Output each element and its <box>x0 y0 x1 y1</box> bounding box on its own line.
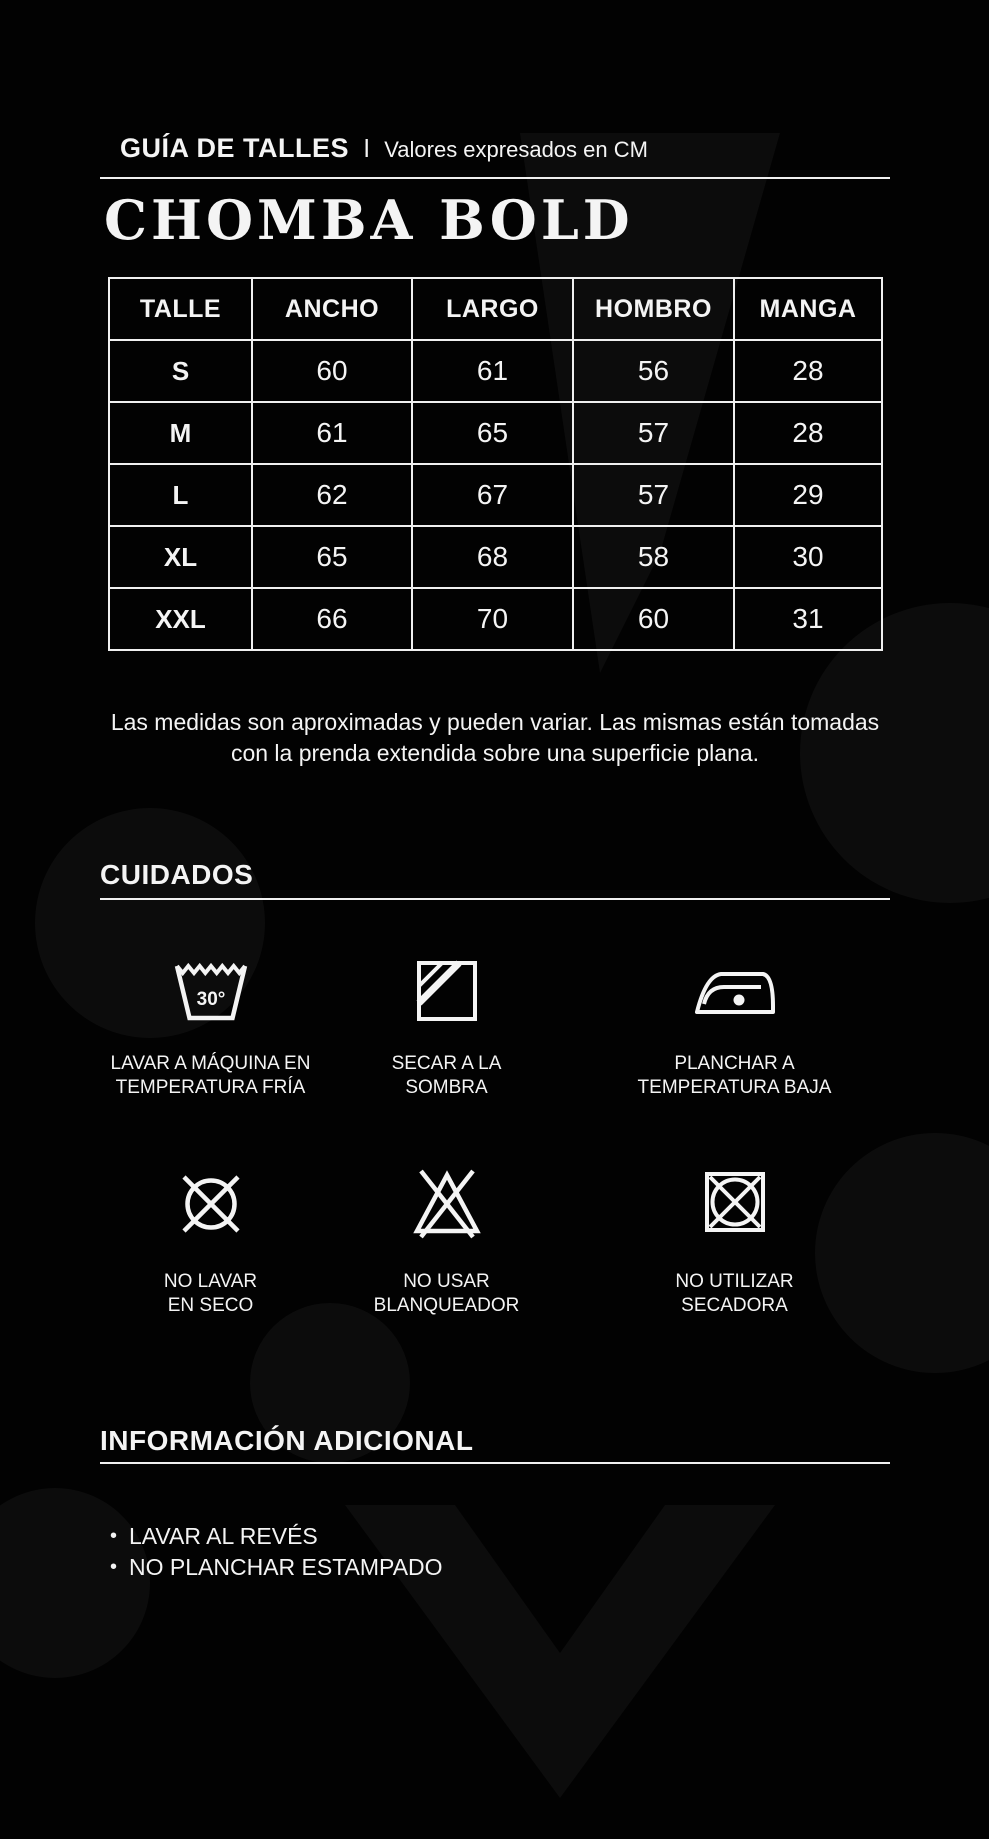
size-value: 61 <box>251 401 413 465</box>
guide-header: GUÍA DE TALLES I Valores expresados en C… <box>100 133 890 164</box>
size-value: 31 <box>733 587 883 651</box>
care-icons-row-1: 30° LAVAR A MÁQUINA EN TEMPERATURA FRÍA … <box>95 960 890 1100</box>
size-value: 70 <box>411 587 574 651</box>
care-item-label: NO USAR BLANQUEADOR <box>373 1271 520 1316</box>
iron-low-temp-iconbox <box>693 960 777 1022</box>
list-item: NO PLANCHAR ESTAMPADO <box>110 1552 890 1583</box>
units-note: Valores expresados en CM <box>384 137 648 162</box>
measurement-note: Las medidas son aproximadas y pueden var… <box>110 709 880 766</box>
size-value: 65 <box>411 401 574 465</box>
care-item-no-bleach: NO USAR BLANQUEADOR <box>331 1164 562 1318</box>
no-tumble-dry-icon <box>704 1172 765 1232</box>
no-dry-clean-iconbox <box>173 1164 249 1240</box>
size-value: 60 <box>572 587 735 651</box>
size-value: 56 <box>572 339 735 403</box>
care-item-dry-shade: SECAR A LA SOMBRA <box>331 960 562 1100</box>
care-item-wash-cold: 30° LAVAR A MÁQUINA EN TEMPERATURA FRÍA <box>95 960 326 1100</box>
care-divider <box>100 898 890 900</box>
column-header-talle: TALLE <box>108 277 253 341</box>
additional-info-divider <box>100 1462 890 1464</box>
no-tumble-dry-iconbox <box>701 1164 769 1240</box>
table-row: M 61 65 57 28 <box>108 401 883 465</box>
size-value: 66 <box>251 587 413 651</box>
wash-30-iconbox: 30° <box>173 960 249 1022</box>
size-value: 67 <box>411 463 574 527</box>
size-value: 60 <box>251 339 413 403</box>
size-label: S <box>108 339 253 403</box>
care-heading: CUIDADOS <box>100 859 254 890</box>
size-value: 61 <box>411 339 574 403</box>
size-label: XL <box>108 525 253 589</box>
size-value: 57 <box>572 401 735 465</box>
no-bleach-iconbox <box>407 1164 487 1240</box>
column-header-manga: MANGA <box>733 277 883 341</box>
no-bleach-icon <box>412 1169 481 1239</box>
care-item-no-tumble-dry: NO UTILIZAR SECADORA <box>619 1164 850 1318</box>
wash-30-icon: 30° <box>174 962 247 1021</box>
product-title: CHOMBA BOLD <box>104 188 634 252</box>
size-label: M <box>108 401 253 465</box>
additional-info-list: LAVAR AL REVÉS NO PLANCHAR ESTAMPADO <box>100 1521 890 1583</box>
table-row: XXL 66 70 60 31 <box>108 587 883 651</box>
size-value: 30 <box>733 525 883 589</box>
size-guide-page: { "colors": { "background": "#020202", "… <box>0 133 989 1839</box>
additional-info-heading: INFORMACIÓN ADICIONAL <box>100 1425 474 1456</box>
column-header-ancho: ANCHO <box>251 277 413 341</box>
care-item-no-dry-clean: NO LAVAR EN SECO <box>95 1164 326 1318</box>
title-separator: I <box>364 133 369 163</box>
column-header-largo: LARGO <box>411 277 574 341</box>
dry-in-shade-iconbox <box>415 960 479 1022</box>
care-item-label: PLANCHAR A TEMPERATURA BAJA <box>637 1053 832 1098</box>
care-item-label: LAVAR A MÁQUINA EN TEMPERATURA FRÍA <box>110 1053 311 1098</box>
column-header-hombro: HOMBRO <box>572 277 735 341</box>
dry-in-shade-icon <box>416 960 477 1021</box>
header-divider <box>100 177 890 179</box>
size-value: 57 <box>572 463 735 527</box>
size-value: 68 <box>411 525 574 589</box>
care-item-label: NO UTILIZAR SECADORA <box>675 1271 794 1316</box>
guide-title: GUÍA DE TALLES <box>120 133 349 163</box>
size-value: 29 <box>733 463 883 527</box>
list-item: LAVAR AL REVÉS <box>110 1521 890 1552</box>
table-row: L 62 67 57 29 <box>108 463 883 527</box>
care-item-label: NO LAVAR EN SECO <box>163 1271 258 1316</box>
size-table: TALLE ANCHO LARGO HOMBRO MANGA S 60 61 5… <box>108 277 883 651</box>
care-item-iron-low: PLANCHAR A TEMPERATURA BAJA <box>619 960 850 1100</box>
iron-low-temp-icon <box>694 972 775 1014</box>
size-table-header-row: TALLE ANCHO LARGO HOMBRO MANGA <box>108 277 883 341</box>
size-label: L <box>108 463 253 527</box>
table-row: S 60 61 56 28 <box>108 339 883 403</box>
table-row: XL 65 68 58 30 <box>108 525 883 589</box>
size-label: XXL <box>108 587 253 651</box>
size-value: 58 <box>572 525 735 589</box>
no-dry-clean-icon <box>181 1175 240 1233</box>
care-item-label: SECAR A LA SOMBRA <box>391 1053 502 1098</box>
content-area: GUÍA DE TALLES I Valores expresados en C… <box>0 133 989 1583</box>
size-value: 28 <box>733 339 883 403</box>
size-value: 62 <box>251 463 413 527</box>
care-icons-row-2: NO LAVAR EN SECO NO USAR BLANQUEADOR <box>95 1164 890 1318</box>
size-value: 65 <box>251 525 413 589</box>
wash-temperature-label: 30° <box>196 989 225 1010</box>
size-value: 28 <box>733 401 883 465</box>
